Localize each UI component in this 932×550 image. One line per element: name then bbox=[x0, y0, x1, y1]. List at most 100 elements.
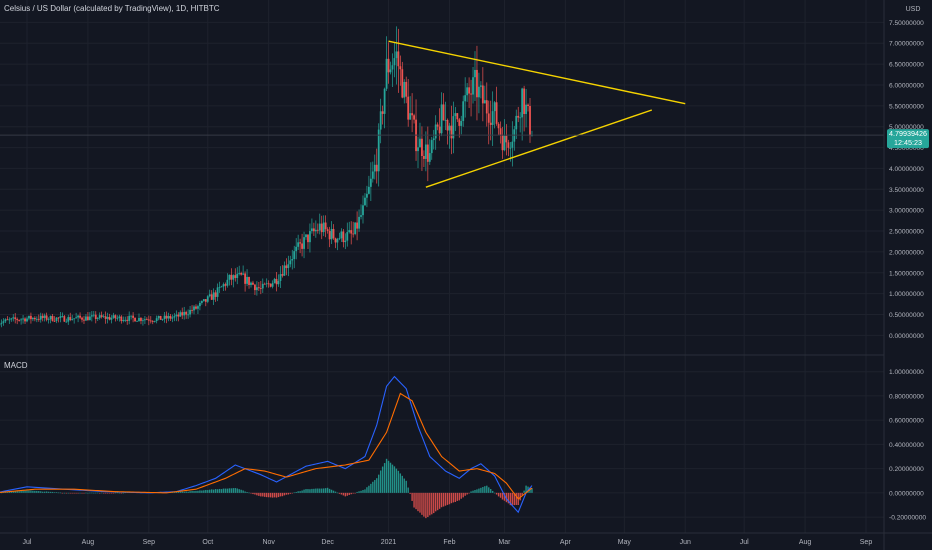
candle[interactable] bbox=[193, 304, 195, 315]
candle[interactable] bbox=[16, 317, 19, 325]
candle[interactable] bbox=[356, 211, 358, 241]
candle[interactable] bbox=[87, 312, 89, 321]
candle[interactable] bbox=[338, 232, 341, 241]
candle[interactable] bbox=[134, 317, 136, 322]
candle[interactable] bbox=[405, 76, 408, 104]
candle[interactable] bbox=[212, 288, 215, 305]
candle[interactable] bbox=[39, 312, 42, 323]
candle[interactable] bbox=[26, 316, 28, 323]
candle[interactable] bbox=[277, 274, 280, 287]
candle[interactable] bbox=[252, 280, 254, 286]
candle[interactable] bbox=[151, 320, 154, 325]
candle[interactable] bbox=[515, 109, 518, 139]
candle[interactable] bbox=[491, 91, 494, 146]
candle[interactable] bbox=[191, 305, 193, 314]
candle[interactable] bbox=[483, 85, 486, 104]
candle[interactable] bbox=[499, 121, 502, 144]
candle[interactable] bbox=[348, 221, 351, 234]
candle[interactable] bbox=[360, 204, 362, 220]
candle[interactable] bbox=[285, 258, 288, 276]
candle[interactable] bbox=[403, 79, 406, 104]
candle[interactable] bbox=[255, 281, 258, 296]
candle[interactable] bbox=[436, 122, 439, 131]
candle[interactable] bbox=[240, 271, 243, 276]
candle[interactable] bbox=[28, 315, 30, 321]
candle[interactable] bbox=[444, 101, 447, 130]
candle[interactable] bbox=[350, 221, 353, 245]
candle[interactable] bbox=[428, 139, 431, 165]
candle[interactable] bbox=[267, 280, 270, 288]
candle[interactable] bbox=[157, 315, 160, 321]
candle[interactable] bbox=[399, 55, 402, 86]
candle[interactable] bbox=[430, 136, 433, 160]
candle[interactable] bbox=[305, 234, 307, 240]
candle[interactable] bbox=[88, 312, 91, 321]
candle[interactable] bbox=[371, 161, 374, 183]
candle[interactable] bbox=[373, 154, 376, 180]
macd-axis[interactable]: 1.00000000 0.80000000 0.60000000 0.40000000… bbox=[889, 369, 926, 521]
candle[interactable] bbox=[273, 277, 276, 284]
candle[interactable] bbox=[2, 318, 5, 326]
candle[interactable] bbox=[257, 282, 260, 292]
candle[interactable] bbox=[344, 233, 347, 250]
candle[interactable] bbox=[364, 193, 366, 206]
candle[interactable] bbox=[283, 261, 286, 276]
candle[interactable] bbox=[322, 215, 325, 237]
candle[interactable] bbox=[224, 282, 227, 291]
candle[interactable] bbox=[53, 316, 56, 323]
candle[interactable] bbox=[143, 316, 146, 325]
candle[interactable] bbox=[65, 318, 68, 323]
candle[interactable] bbox=[395, 26, 398, 85]
candle[interactable] bbox=[293, 245, 296, 269]
candle[interactable] bbox=[159, 315, 162, 320]
macd-plot[interactable] bbox=[0, 375, 533, 519]
candle[interactable] bbox=[200, 300, 203, 305]
candle[interactable] bbox=[140, 317, 142, 325]
candle[interactable] bbox=[71, 314, 74, 321]
candle[interactable] bbox=[63, 314, 66, 323]
candle[interactable] bbox=[43, 313, 46, 322]
candle[interactable] bbox=[202, 299, 205, 302]
candle[interactable] bbox=[468, 77, 470, 109]
candle[interactable] bbox=[442, 93, 445, 121]
candle[interactable] bbox=[309, 223, 311, 253]
candle[interactable] bbox=[116, 315, 119, 321]
candle[interactable] bbox=[204, 298, 207, 307]
candle[interactable] bbox=[434, 115, 437, 150]
signal-line[interactable] bbox=[0, 392, 533, 500]
candle[interactable] bbox=[417, 136, 419, 169]
candle[interactable] bbox=[45, 312, 48, 322]
candle[interactable] bbox=[362, 195, 364, 224]
candle[interactable] bbox=[128, 311, 131, 325]
candle[interactable] bbox=[230, 268, 233, 286]
candle[interactable] bbox=[379, 98, 382, 144]
candle[interactable] bbox=[189, 306, 191, 318]
candle[interactable] bbox=[6, 316, 9, 321]
candle[interactable] bbox=[519, 112, 522, 133]
candle[interactable] bbox=[279, 266, 282, 288]
candle[interactable] bbox=[466, 82, 469, 102]
candle[interactable] bbox=[122, 316, 125, 323]
candle[interactable] bbox=[179, 310, 182, 317]
candle[interactable] bbox=[118, 314, 121, 322]
candle[interactable] bbox=[216, 283, 219, 302]
candle[interactable] bbox=[79, 312, 81, 319]
candle[interactable] bbox=[346, 222, 349, 247]
candle[interactable] bbox=[297, 234, 300, 250]
candle[interactable] bbox=[222, 282, 225, 291]
candle[interactable] bbox=[366, 185, 368, 208]
candle[interactable] bbox=[167, 312, 170, 322]
trendline-lower[interactable] bbox=[425, 109, 653, 188]
candle[interactable] bbox=[318, 213, 321, 235]
candle[interactable] bbox=[340, 228, 343, 242]
candle[interactable] bbox=[132, 312, 135, 323]
candle[interactable] bbox=[358, 209, 360, 232]
candle[interactable] bbox=[383, 87, 386, 129]
candle[interactable] bbox=[446, 118, 449, 145]
candle[interactable] bbox=[83, 315, 85, 325]
candle[interactable] bbox=[381, 105, 384, 125]
trendline-upper[interactable] bbox=[388, 40, 686, 105]
candle[interactable] bbox=[324, 215, 327, 238]
candle[interactable] bbox=[234, 268, 237, 282]
candle[interactable] bbox=[332, 224, 335, 240]
